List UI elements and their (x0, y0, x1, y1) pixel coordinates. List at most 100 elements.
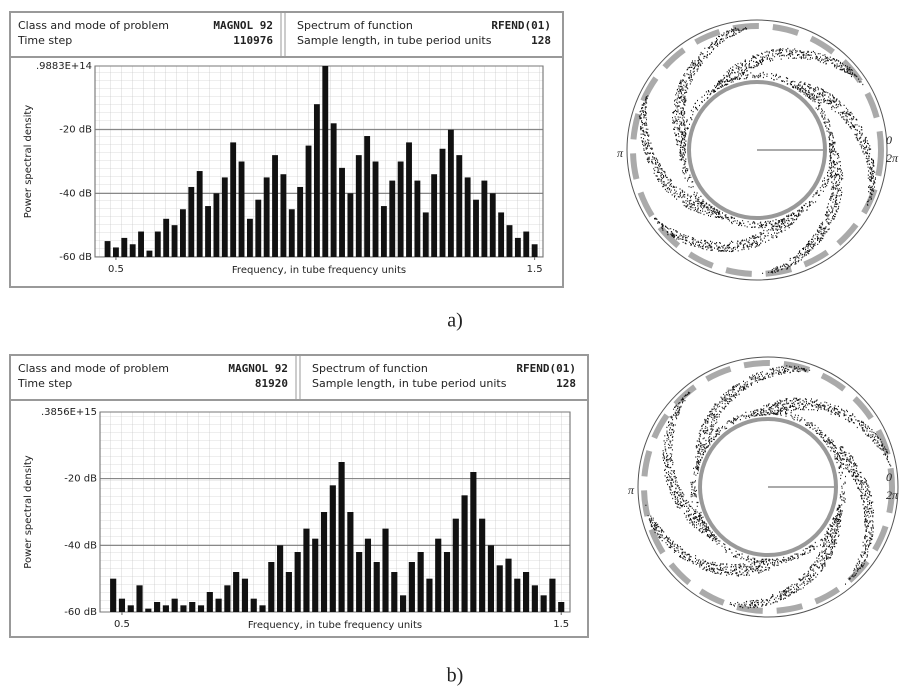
spectrum-bar (241, 578, 249, 612)
spectrum-bar (297, 186, 304, 257)
polar-label: 0 (886, 470, 892, 484)
spectrum-bar (268, 562, 275, 612)
header-label: Sample length, in tube period units (312, 377, 507, 390)
x-axis-title: Frequency, in tube frequency units (232, 265, 406, 276)
spectrum-bar (506, 225, 513, 257)
spectrum-bar (505, 558, 512, 612)
spectrum-bar (280, 174, 287, 257)
spectrum-bar (196, 171, 203, 257)
spectrum-bar (163, 218, 170, 257)
spectrum-bar (154, 602, 161, 612)
spectrum-bar (523, 231, 530, 257)
spectrum-bar (487, 545, 495, 612)
spectrum-bar (250, 598, 257, 612)
spectrum-bar (347, 193, 354, 257)
header-value: 110976 (233, 34, 273, 47)
spectrum-bar (129, 244, 136, 257)
spectrum-bar (146, 250, 153, 257)
y-tick-label: -20 dB (64, 474, 97, 485)
spectrum-bar (461, 495, 468, 612)
spectrum-bar (303, 528, 310, 612)
header-value: RFEND(01) (516, 362, 576, 375)
spectrum-bar (380, 206, 387, 257)
panel-label: b) (447, 665, 464, 687)
y-tick-label: .9883E+14 (36, 61, 92, 72)
spectrum-bar (312, 538, 319, 612)
y-tick-label: .3856E+15 (41, 407, 97, 418)
spectrum-bar (313, 104, 320, 257)
x-tick-label: 1.5 (527, 264, 543, 275)
spectrum-bar (171, 225, 178, 257)
y-axis-title: Power spectral density (23, 105, 34, 218)
spectrum-bar (435, 538, 442, 612)
polar-outer (626, 19, 888, 281)
spectrum-bar (339, 167, 345, 257)
spectrum-bar (514, 237, 521, 257)
y-tick-label: -40 dB (64, 540, 97, 551)
spectrum-bar (263, 177, 270, 257)
y-tick-label: -60 dB (59, 252, 92, 263)
spectrum-bar (549, 578, 556, 612)
header-value: MAGNOL 92 (213, 19, 273, 32)
spectrum-bar (431, 174, 438, 257)
spectrum-bar (145, 608, 152, 612)
spectrum-bar (489, 193, 496, 257)
spectrum-bar (389, 180, 396, 257)
spectrum-bar (417, 552, 424, 612)
spectrum-bar (259, 605, 266, 612)
spectrum-bar (397, 161, 404, 257)
spectrum-bar (113, 247, 119, 257)
spectrum-bar (320, 512, 328, 612)
spectrum-bar (464, 177, 471, 257)
polar-label: 2π (886, 488, 899, 502)
y-tick-label: -20 dB (59, 125, 92, 136)
spectrum-bar (338, 462, 345, 612)
spectrum-bar (514, 578, 521, 612)
header-label: Class and mode of problem (18, 19, 169, 32)
polar-label: 0 (886, 133, 892, 147)
header-label: Spectrum of function (297, 19, 413, 32)
spectrum-bar (171, 598, 178, 612)
spectrum-bar (188, 186, 195, 257)
spectrum-bar (322, 66, 329, 257)
spectrum-bar (154, 231, 161, 257)
spectrum-bar (110, 578, 117, 612)
spectrum-bar (213, 193, 220, 257)
spectrum-bar (189, 602, 196, 612)
spectrum-bar (215, 598, 222, 612)
spectrum-bar (540, 595, 547, 612)
header-value: MAGNOL 92 (228, 362, 288, 375)
spectrum-bar (426, 578, 433, 612)
spectrum-bar (305, 145, 312, 257)
spectrum-bar (118, 598, 126, 612)
polar-label: π (628, 483, 635, 497)
spectrum-bar (238, 161, 245, 257)
spectrum-bar (329, 485, 336, 612)
header-label: Time step (17, 34, 72, 47)
spectrum-bar (136, 585, 143, 612)
spectrum-bar (255, 199, 262, 257)
spectrum-bar (138, 231, 144, 257)
spectrum-bar (382, 528, 389, 612)
spectrum-bar (230, 142, 237, 257)
spectrum-bar (277, 545, 284, 612)
x-tick-label: 0.5 (108, 264, 124, 275)
spectrum-bar (408, 562, 415, 612)
spectrum-bar (473, 199, 479, 257)
header-label: Class and mode of problem (18, 362, 169, 375)
particles (645, 365, 892, 609)
spectrum-bar (439, 148, 446, 257)
spectrum-bar (121, 237, 128, 257)
polar-outer (637, 356, 899, 618)
y-axis-title: Power spectral density (23, 455, 34, 568)
spectrum-bar (496, 565, 503, 612)
spectrum-bar (373, 562, 380, 612)
polar-label: π (617, 146, 624, 160)
spectrum-bar (372, 161, 379, 257)
spectrum-bar (127, 605, 134, 612)
header-label: Spectrum of function (312, 362, 428, 375)
spectrum-bar (400, 595, 407, 612)
x-tick-label: 1.5 (553, 619, 569, 630)
spectrum-bar (285, 572, 292, 612)
spectrum-bar (456, 155, 463, 257)
